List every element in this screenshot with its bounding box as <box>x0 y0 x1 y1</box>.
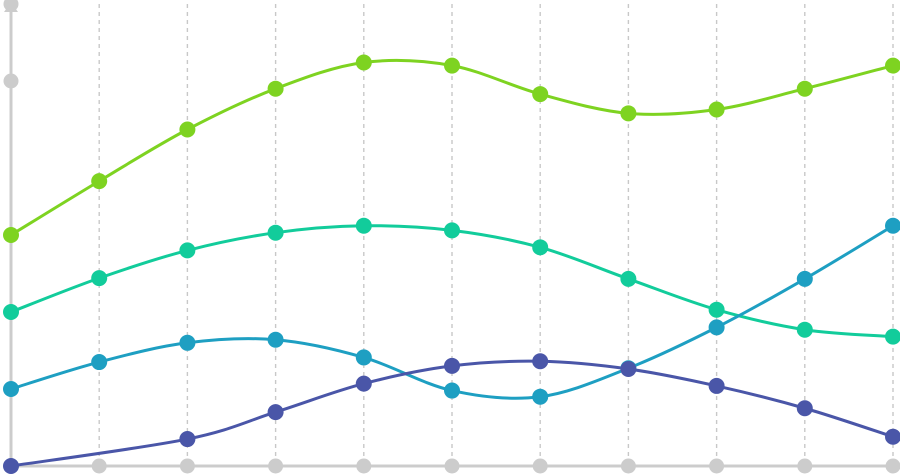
point-s4-9 <box>796 400 813 417</box>
point-s2-0 <box>3 304 19 320</box>
point-s4-2 <box>179 431 196 448</box>
point-s4-6 <box>532 353 549 370</box>
point-s1-1 <box>91 173 108 190</box>
point-s2-2 <box>179 242 196 259</box>
point-s1-7 <box>620 105 637 122</box>
point-s1-8 <box>708 101 725 118</box>
point-s2-4 <box>355 217 372 234</box>
point-s2-1 <box>91 270 108 287</box>
point-s4-7 <box>620 360 637 377</box>
x-tick-dot-7 <box>620 458 636 474</box>
point-s3-10 <box>885 217 900 234</box>
x-tick-dot-8 <box>709 458 725 474</box>
point-s2-10 <box>885 328 900 345</box>
point-s3-4 <box>355 349 372 366</box>
point-s3-5 <box>444 382 460 399</box>
point-s4-5 <box>444 357 460 374</box>
point-s2-5 <box>444 222 460 239</box>
point-s1-9 <box>796 80 813 97</box>
point-s3-9 <box>796 270 813 287</box>
point-s1-10 <box>885 57 900 74</box>
point-s1-6 <box>532 86 549 103</box>
point-s3-2 <box>179 334 196 351</box>
point-s2-6 <box>532 239 549 256</box>
x-tick-dot-5 <box>444 458 460 474</box>
point-s1-5 <box>444 57 460 74</box>
point-s4-8 <box>708 377 725 394</box>
point-s2-3 <box>267 224 284 241</box>
point-s4-4 <box>355 375 372 392</box>
point-s1-3 <box>267 80 284 97</box>
point-s3-6 <box>532 388 549 405</box>
point-s3-0 <box>3 381 19 397</box>
x-tick-dot-2 <box>179 458 195 474</box>
point-s4-10 <box>885 428 900 445</box>
y-tick-dot-6 <box>3 0 19 12</box>
point-s1-4 <box>355 54 372 71</box>
point-s4-0 <box>3 458 19 474</box>
point-s2-7 <box>620 270 637 287</box>
point-s3-3 <box>267 331 284 348</box>
x-tick-dot-6 <box>532 458 548 474</box>
point-s1-2 <box>179 121 196 138</box>
point-s1-0 <box>3 227 19 243</box>
point-s3-8 <box>708 319 725 336</box>
series-line-4 <box>9 359 895 468</box>
x-tick-dot-10 <box>885 458 900 474</box>
point-s3-1 <box>91 354 108 371</box>
x-tick-dot-1 <box>91 458 107 474</box>
y-tick-dot-5 <box>3 73 19 89</box>
x-tick-dot-3 <box>268 458 284 474</box>
x-tick-dot-9 <box>797 458 813 474</box>
point-s4-3 <box>267 404 284 421</box>
data-points <box>3 54 900 474</box>
point-s2-9 <box>796 321 813 338</box>
point-s2-8 <box>708 301 725 318</box>
x-tick-dot-4 <box>356 458 372 474</box>
